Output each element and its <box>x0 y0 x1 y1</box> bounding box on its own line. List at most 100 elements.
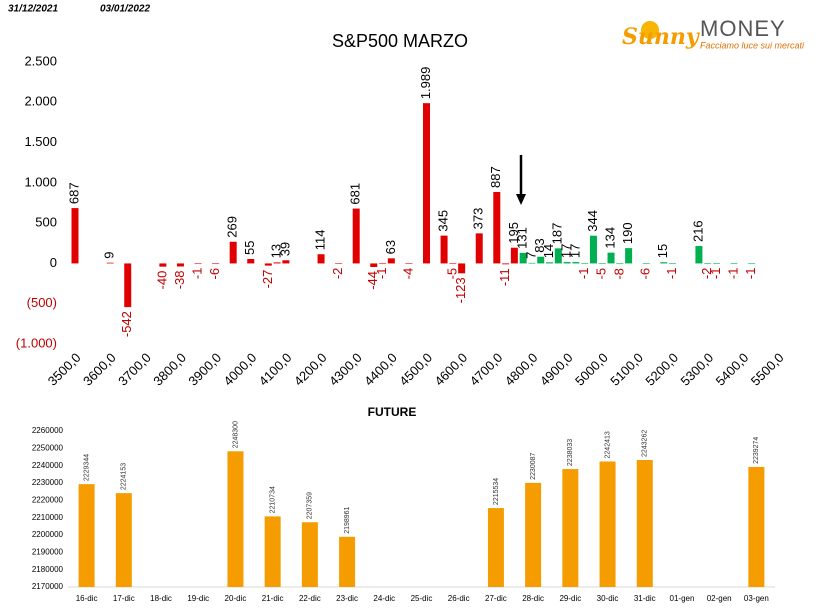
value-label: 15 <box>655 244 670 258</box>
x-tick-label: 4900,0 <box>537 350 576 389</box>
bar <box>423 103 430 264</box>
x-tick-label: 30-dic <box>597 594 619 603</box>
y-tick-label: (500) <box>27 295 57 310</box>
x-tick-label: 17-dic <box>113 594 135 603</box>
x-tick-label: 31-dic <box>634 594 656 603</box>
y-tick-label: 2190000 <box>32 547 64 556</box>
value-label: 216 <box>690 220 705 242</box>
value-label: 195 <box>506 222 521 244</box>
value-label: -44 <box>365 271 380 290</box>
x-tick-label: 4500,0 <box>396 350 435 389</box>
x-tick-label: 24-dic <box>373 594 395 603</box>
y-tick-label: 2240000 <box>32 461 64 470</box>
value-label: -6 <box>638 268 653 280</box>
logo-brand-a: Sunny <box>622 24 701 50</box>
bar <box>581 263 589 265</box>
value-label: 2215534 <box>493 478 500 505</box>
bar <box>572 262 580 264</box>
x-tick-label: 5500,0 <box>748 350 787 389</box>
bar <box>176 263 184 267</box>
y-tick-label: 2260000 <box>32 426 64 435</box>
x-tick-label: 4200,0 <box>291 350 330 389</box>
value-label: -5 <box>594 268 609 280</box>
y-tick-label: 2180000 <box>32 565 64 574</box>
bar <box>563 262 571 264</box>
bar <box>352 208 360 264</box>
y-tick-label: (1.000) <box>16 335 57 350</box>
bar <box>387 258 395 264</box>
value-label: 114 <box>312 230 327 251</box>
x-tick-label: 3600,0 <box>80 350 119 389</box>
value-label: -542 <box>119 311 134 337</box>
x-tick-label: 5200,0 <box>642 350 681 389</box>
value-label: 134 <box>602 227 617 249</box>
bar <box>616 263 624 265</box>
x-tick-label: 01-gen <box>670 594 695 603</box>
value-label: 2239274 <box>753 437 760 464</box>
x-tick-label: 4800,0 <box>502 350 541 389</box>
value-label: -8 <box>611 268 626 280</box>
bar <box>712 263 720 265</box>
bar <box>730 263 738 265</box>
bar <box>264 516 281 587</box>
value-label: -38 <box>172 270 187 289</box>
logo-sun <box>641 21 659 39</box>
bar <box>748 263 756 265</box>
bar <box>502 263 510 265</box>
value-label: -11 <box>497 268 512 286</box>
bar <box>599 461 616 587</box>
x-tick-label: 20-dic <box>225 594 247 603</box>
value-label: -1 <box>708 268 723 280</box>
bar <box>528 262 536 264</box>
value-label: 681 <box>348 183 363 205</box>
value-label: 9 <box>102 251 117 258</box>
x-tick-label: 4600,0 <box>431 350 470 389</box>
value-label: -1 <box>726 268 741 280</box>
value-label: 2198961 <box>344 506 351 533</box>
bar <box>405 263 413 265</box>
y-tick-label: 2200000 <box>32 530 64 539</box>
y-tick-label: 0 <box>50 255 57 270</box>
value-label: -1 <box>743 268 758 280</box>
bar <box>537 256 545 264</box>
x-tick-label: 5000,0 <box>572 350 611 389</box>
y-tick-label: 2170000 <box>32 582 64 591</box>
y-tick-label: 2.000 <box>24 94 57 109</box>
x-tick-label: 3700,0 <box>115 350 154 389</box>
bar <box>748 466 765 587</box>
y-tick-label: 2230000 <box>32 478 64 487</box>
bar <box>669 263 677 265</box>
bar <box>642 263 650 265</box>
bar <box>525 482 542 587</box>
bar <box>317 254 325 264</box>
value-label: -27 <box>260 270 275 289</box>
value-label: -123 <box>453 277 468 303</box>
value-label: 687 <box>66 182 81 204</box>
y-tick-label: 2210000 <box>32 513 64 522</box>
value-label: 2210734 <box>270 486 277 513</box>
value-label: 345 <box>436 210 451 232</box>
value-label: -40 <box>154 271 169 290</box>
date-from: 31/12/2021 <box>8 4 58 15</box>
value-label: 2238033 <box>567 439 574 466</box>
y-tick-label: 2.500 <box>24 53 57 68</box>
value-label: 17 <box>559 244 574 258</box>
value-label: 83 <box>532 238 547 252</box>
value-label: 1.989 <box>418 67 433 100</box>
bar <box>598 263 606 265</box>
x-tick-label: 4400,0 <box>361 350 400 389</box>
x-tick-label: 18-dic <box>150 594 172 603</box>
bar <box>660 262 668 264</box>
x-tick-label: 02-gen <box>707 594 732 603</box>
bar <box>229 241 237 264</box>
bar <box>71 208 79 264</box>
x-tick-label: 3900,0 <box>185 350 224 389</box>
bar <box>227 451 244 587</box>
value-label: 2243262 <box>642 430 649 457</box>
bar <box>194 263 202 265</box>
value-label: 2248300 <box>232 421 239 448</box>
y-tick-label: 2250000 <box>32 443 64 452</box>
x-tick-label: 25-dic <box>411 594 433 603</box>
value-label: 190 <box>620 222 635 244</box>
